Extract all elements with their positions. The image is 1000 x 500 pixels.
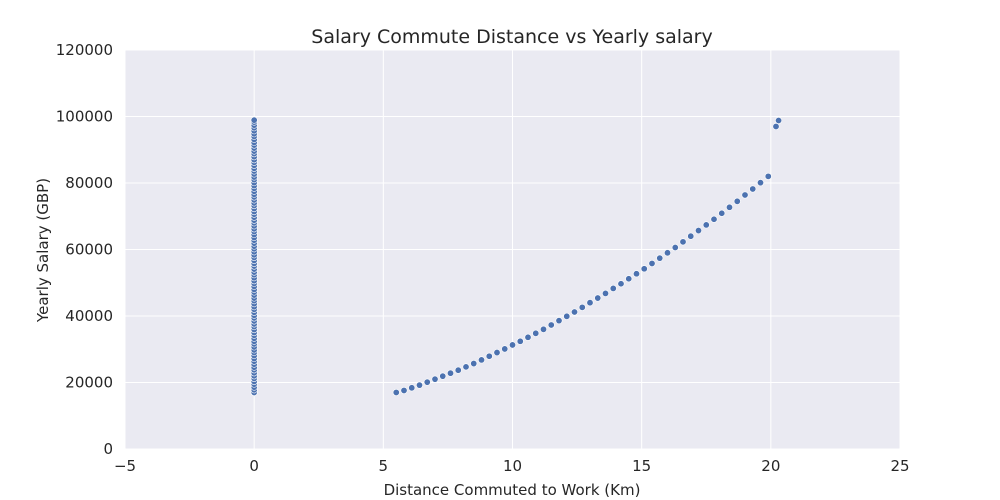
data-point <box>671 244 679 252</box>
data-point <box>679 238 687 246</box>
data-point <box>640 265 648 273</box>
data-point <box>733 197 741 205</box>
data-point <box>563 312 571 320</box>
data-point <box>408 384 416 392</box>
data-point <box>446 369 454 377</box>
data-point <box>516 337 524 345</box>
data-point <box>477 356 485 364</box>
x-tick-label: 0 <box>249 457 259 475</box>
data-point <box>741 191 749 199</box>
data-point <box>392 388 400 396</box>
data-point <box>524 333 532 341</box>
data-point <box>578 303 586 311</box>
y-tick-label: 120000 <box>56 41 113 59</box>
data-point <box>570 308 578 316</box>
data-point <box>400 386 408 394</box>
data-point <box>694 227 702 235</box>
data-point <box>508 341 516 349</box>
data-point <box>718 209 726 217</box>
data-point <box>775 116 783 124</box>
data-point <box>725 203 733 211</box>
data-point <box>663 249 671 257</box>
y-tick-label: 40000 <box>65 307 113 325</box>
data-point <box>454 366 462 374</box>
data-point <box>415 381 423 389</box>
x-tick-labels: −5 0 5 10 15 20 25 <box>114 457 910 475</box>
data-point <box>547 321 555 329</box>
data-point <box>687 232 695 240</box>
data-point <box>470 360 478 368</box>
x-tick-label: 15 <box>632 457 651 475</box>
y-tick-label: 100000 <box>56 108 113 126</box>
y-tick-labels: 0 20000 40000 60000 80000 100000 120000 <box>56 41 113 458</box>
x-tick-label: 20 <box>761 457 780 475</box>
data-point <box>250 116 258 124</box>
data-points <box>250 116 783 396</box>
x-tick-label: 25 <box>890 457 909 475</box>
data-point <box>656 254 664 262</box>
data-point <box>493 349 501 357</box>
data-point <box>710 215 718 223</box>
data-point <box>462 363 470 371</box>
x-tick-label: −5 <box>114 457 136 475</box>
data-point <box>431 375 439 383</box>
x-axis-label: Distance Commuted to Work (Km) <box>384 481 641 499</box>
data-point <box>501 345 509 353</box>
y-axis-label: Yearly Salary (GBP) <box>34 178 52 323</box>
data-point <box>756 179 764 187</box>
x-tick-label: 10 <box>503 457 522 475</box>
data-point <box>764 172 772 180</box>
data-point <box>594 294 602 302</box>
data-point <box>749 185 757 193</box>
y-tick-label: 0 <box>103 440 113 458</box>
data-point <box>632 270 640 278</box>
data-point <box>423 378 431 386</box>
data-point <box>539 325 547 333</box>
data-point <box>702 221 710 229</box>
data-point <box>625 275 633 283</box>
data-point <box>555 317 563 325</box>
y-tick-label: 20000 <box>65 374 113 392</box>
y-tick-label: 60000 <box>65 241 113 259</box>
data-point <box>586 299 594 307</box>
data-point <box>772 122 780 130</box>
y-tick-label: 80000 <box>65 174 113 192</box>
x-tick-label: 5 <box>379 457 389 475</box>
data-point <box>485 352 493 360</box>
data-point <box>601 289 609 297</box>
data-point <box>617 280 625 288</box>
data-point <box>609 284 617 292</box>
data-point <box>532 329 540 337</box>
data-point <box>648 259 656 267</box>
chart-title: Salary Commute Distance vs Yearly salary <box>311 26 712 48</box>
data-point <box>439 372 447 380</box>
